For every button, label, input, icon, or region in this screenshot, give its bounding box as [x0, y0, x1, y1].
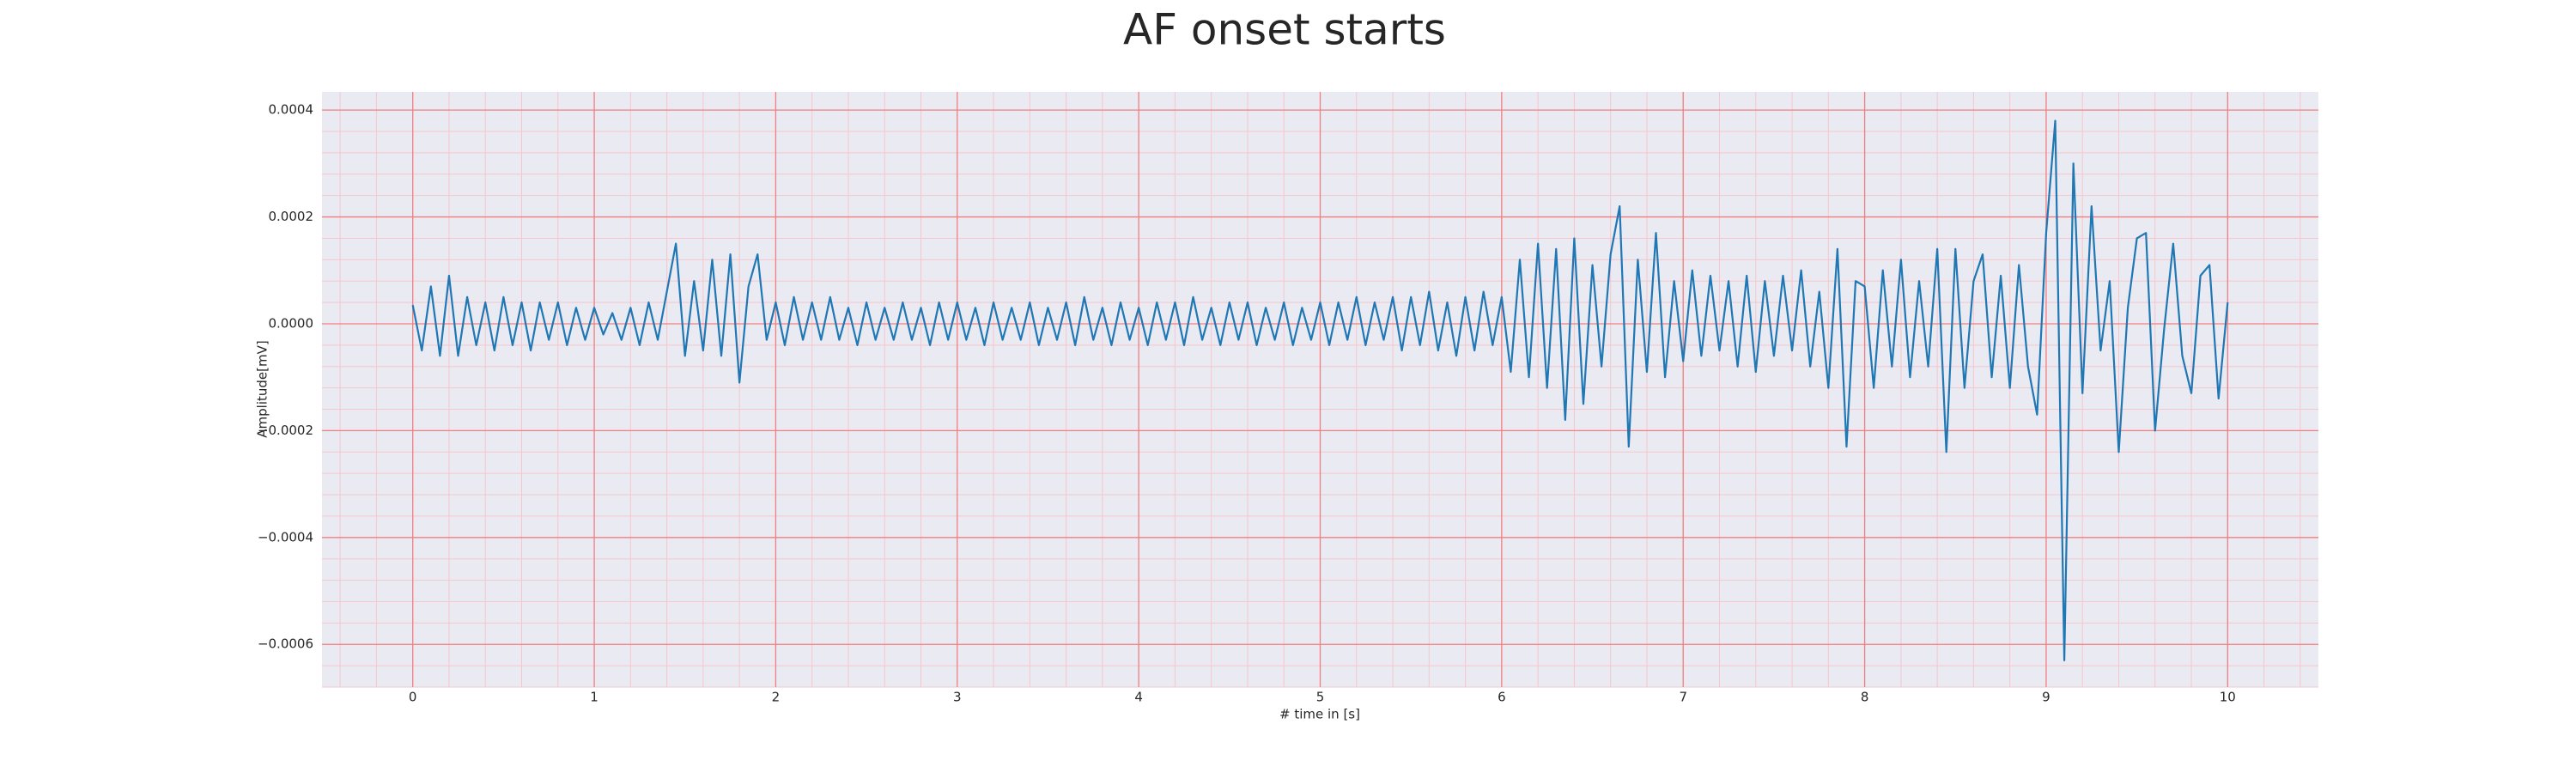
- x-tick-label: 5: [1316, 690, 1325, 705]
- x-tick-label: 4: [1134, 690, 1143, 705]
- x-tick-label: 6: [1498, 690, 1506, 705]
- y-tick-label: −0.0002: [258, 423, 313, 438]
- y-tick-label: 0.0000: [269, 315, 314, 331]
- x-tick-label: 8: [1861, 690, 1869, 705]
- chart-title: AF onset starts: [1123, 5, 1446, 55]
- x-tick-label: 7: [1679, 690, 1687, 705]
- x-tick-label: 2: [772, 690, 781, 705]
- signal-line: [411, 119, 2229, 661]
- x-tick-label: 3: [953, 690, 962, 705]
- y-tick-label: −0.0004: [258, 529, 313, 545]
- x-tick-label: 0: [409, 690, 417, 705]
- x-tick-label: 10: [2220, 690, 2236, 705]
- y-tick-label: −0.0006: [258, 636, 313, 652]
- x-tick-label: 9: [2042, 690, 2050, 705]
- y-tick-label: 0.0004: [269, 102, 314, 118]
- y-tick-label: 0.0002: [269, 209, 314, 224]
- x-tick-label: 1: [590, 690, 598, 705]
- y-axis-label: Amplitude[mV]: [255, 340, 270, 437]
- x-axis-label: # time in [s]: [1279, 707, 1360, 722]
